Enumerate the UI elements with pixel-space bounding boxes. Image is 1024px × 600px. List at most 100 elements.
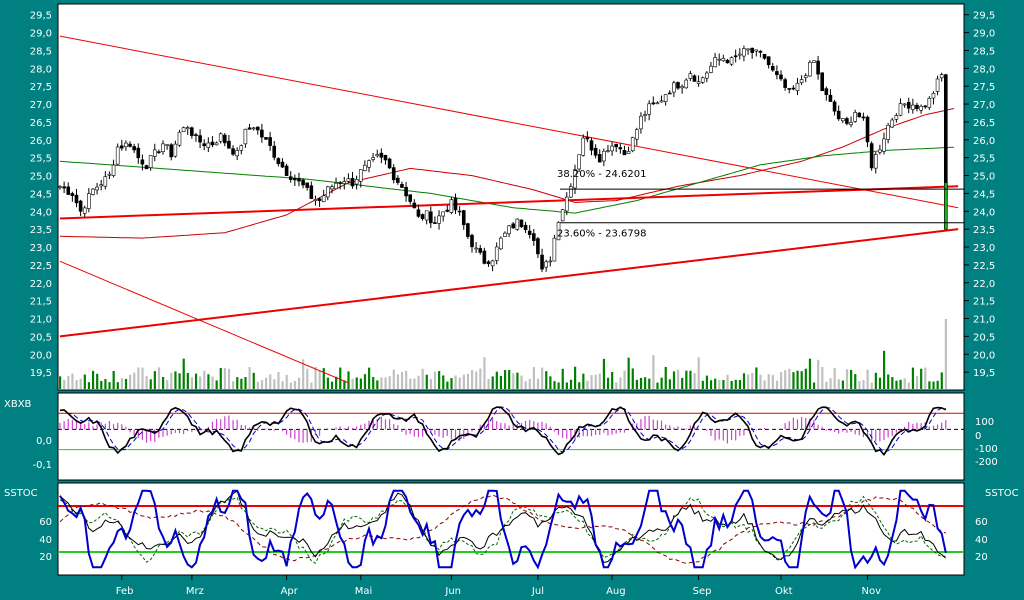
volume-bar [747,374,750,389]
volume-bar [170,372,173,389]
volume-bar [63,379,66,389]
volume-bar [454,375,457,389]
volume-bar [611,372,614,389]
volume-bar [825,381,828,389]
candle-body [939,74,944,79]
volume-bar [660,377,663,389]
volume-bar [648,378,651,389]
price-tick-label: 21,5 [973,297,995,308]
volume-bar [141,367,144,389]
volume-bar [755,367,758,389]
candle-body [66,186,71,195]
candle-body [766,56,771,66]
candle-body [742,48,746,57]
candle-body [898,103,903,116]
candle-body [536,238,540,255]
volume-bar [137,367,140,389]
candle-body [717,58,722,61]
volume-bar [619,377,622,389]
candle-body [890,119,895,128]
volume-bar [561,368,564,389]
candle-body [124,142,128,148]
volume-bar [227,368,231,389]
candle-body [218,133,223,142]
candle-body [115,146,120,165]
volume-bar [771,374,774,389]
candle-body [91,188,95,195]
volume-bar [248,367,251,389]
volume-bar [887,374,890,389]
volume-bar [895,380,898,389]
candle-body [132,146,136,151]
volume-bar [281,381,284,389]
volume-bar [186,372,189,389]
volume-bar [471,370,474,389]
candle-body [873,154,878,169]
candle-body [610,145,614,152]
volume-bar [841,380,844,389]
volume-bar [302,359,305,389]
candle-body [684,79,689,89]
candle-body [420,214,425,220]
volume-bar [891,377,894,389]
volume-bar [656,382,659,389]
volume-bar [821,366,824,389]
volume-bar [516,372,519,389]
trend-line [59,35,959,209]
sstoc-indicator [58,489,964,570]
candle-body [721,58,726,61]
sstoc-right-tick: 20 [975,552,988,563]
volume-bar [433,371,437,389]
candle-body [260,129,264,138]
sstoc-left-tick: 60 [39,517,52,528]
volume-bar [915,376,919,389]
volume-bar [788,368,791,389]
volume-bar [129,374,132,389]
volume-bar [425,374,428,389]
candle-body [445,209,450,212]
volume-bar [112,371,115,389]
candle-body [379,152,384,158]
candle-body [667,92,672,95]
candle-body [494,246,499,261]
volume-bar [289,382,292,389]
volume-bar [924,367,927,389]
volume-bar [475,371,478,389]
candle-body [169,144,174,158]
candle-body [231,148,235,155]
volume-bar [792,372,795,389]
candle-body [589,140,594,151]
month-tick-label: Feb [116,586,134,597]
volume-bar [240,378,243,389]
candle-body [140,159,145,165]
volume-bar [116,382,119,389]
candle-body [136,147,141,159]
candle-body [210,141,215,146]
volume-bar [207,374,210,389]
volume-bar [450,378,453,389]
candle-body [795,82,800,91]
candle-body [639,115,643,130]
candle-body [387,158,392,169]
candle-body [478,248,483,253]
candle-body [284,165,289,176]
candle-body [239,145,244,151]
volume-bar [322,368,325,389]
sstoc-left-tick: 40 [39,535,52,546]
candle-body [915,104,919,109]
candle-body [202,143,206,147]
candle-body [808,62,812,77]
candle-body [227,140,231,149]
candle-body [70,193,75,197]
volume-bar [508,369,511,389]
candle-body [647,103,651,115]
price-tick-label: 27,5 [30,82,52,93]
candle-body [412,202,417,209]
xbxb-left-tick: 0,0 [36,436,52,447]
volume-bar [928,381,931,389]
volume-bar [833,368,836,389]
moving-average-long [59,146,955,214]
candle-body [391,167,396,181]
fibonacci-levels: 38.20% - 24.6201 23.60% - 23.6798 [557,169,964,240]
volume-bar [157,367,161,389]
